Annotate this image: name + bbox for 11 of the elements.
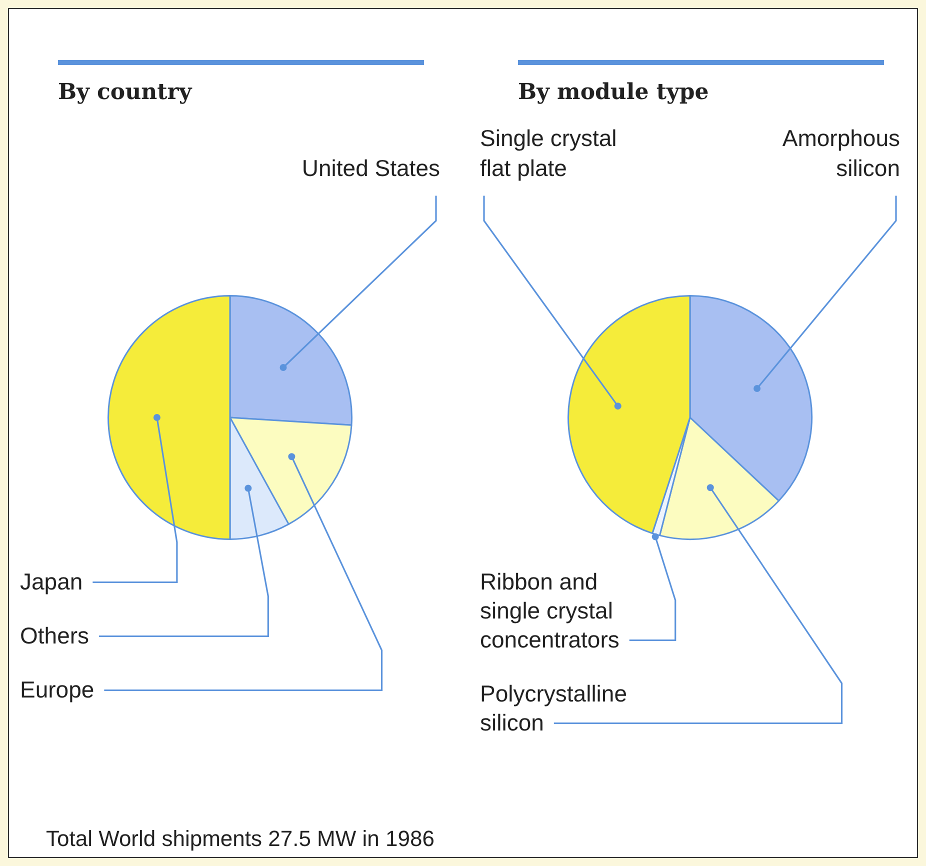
slice-label: Japan <box>20 568 83 594</box>
slice-label: Polycrystalline silicon <box>480 680 627 736</box>
slice-label: Single crystal flat plate <box>480 124 617 181</box>
text: Total World shipments 27.5 MW in 1986 <box>46 826 434 852</box>
slice-label: Europe <box>20 676 94 702</box>
slice-label: Amorphous silicon <box>782 124 900 181</box>
slice-label: Ribbon and single crystal concentrators <box>480 568 620 652</box>
chart-title: By country <box>58 60 424 105</box>
slice-label: United States <box>302 154 440 181</box>
slice-label: Others <box>20 622 90 648</box>
chart-title: By module type <box>518 60 884 105</box>
